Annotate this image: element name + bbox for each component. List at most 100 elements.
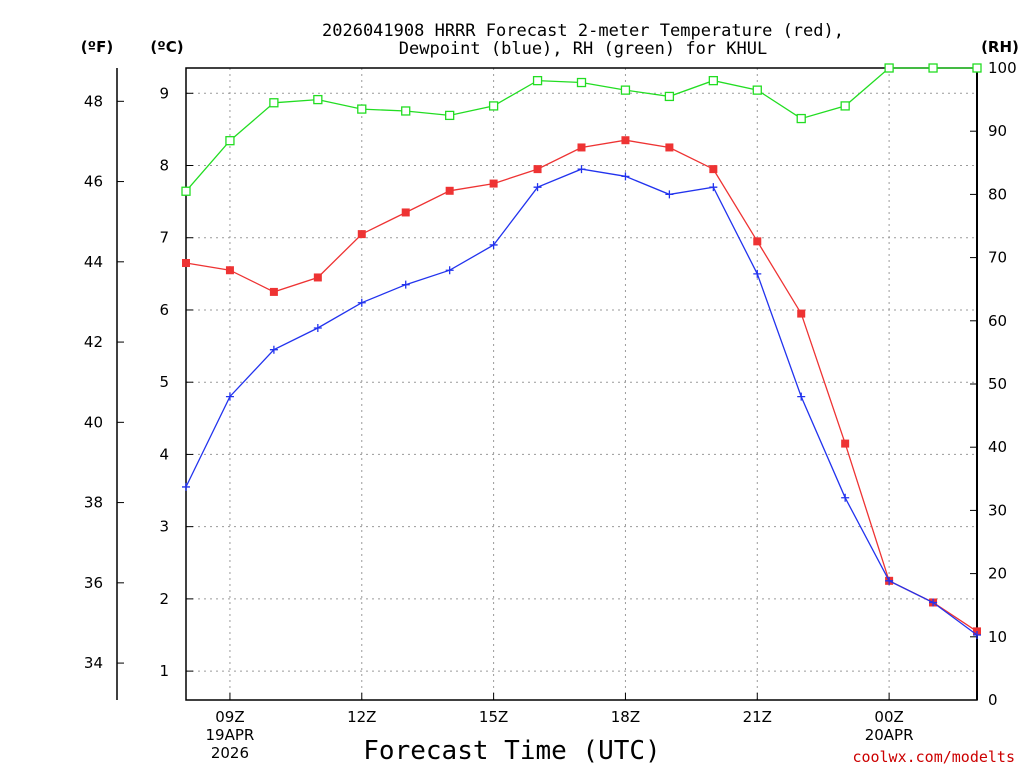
rh-tick-label: 90 — [988, 122, 1007, 140]
temperature-marker — [533, 165, 542, 174]
dewpoint-marker — [885, 576, 894, 585]
x-date-label: 19APR — [206, 726, 255, 744]
dewpoint-marker — [225, 392, 234, 401]
celsius-tick-label: 1 — [159, 662, 169, 680]
rh-marker — [313, 94, 323, 105]
dewpoint-marker — [357, 298, 366, 307]
rh-tick-label: 80 — [988, 185, 1007, 203]
temperature-marker — [357, 230, 366, 239]
credit-text: coolwx.com/modelts — [852, 748, 1015, 766]
fahrenheit-tick-label: 46 — [84, 173, 103, 191]
fahrenheit-tick-label: 44 — [84, 253, 103, 271]
chart-title-line1: 2026041908 HRRR Forecast 2-meter Tempera… — [322, 21, 844, 41]
fahrenheit-tick-label: 38 — [84, 494, 103, 512]
x-date-label: 20APR — [865, 726, 914, 744]
rh-tick-label: 70 — [988, 249, 1007, 267]
dewpoint-marker — [709, 183, 718, 192]
temperature-marker — [489, 179, 498, 188]
celsius-tick-label: 8 — [159, 157, 169, 175]
temperature-marker — [269, 287, 278, 296]
rh-tick-label: 60 — [988, 312, 1007, 330]
celsius-tick-label: 7 — [159, 229, 169, 247]
rh-marker — [972, 63, 982, 73]
rh-marker — [181, 186, 191, 196]
temperature-marker — [182, 259, 190, 268]
celsius-unit-label: (ºC) — [150, 38, 183, 56]
x-year-label: 2026 — [211, 744, 249, 762]
temperature-marker — [225, 266, 234, 275]
x-tick-label: 09Z — [215, 708, 244, 726]
rh-unit-label: (RH) — [981, 38, 1019, 56]
rh-marker — [928, 63, 938, 73]
rh-tick-label: 30 — [988, 501, 1007, 519]
dewpoint-marker — [182, 482, 190, 491]
rh-marker — [445, 110, 455, 121]
dewpoint-marker — [841, 493, 850, 502]
rh-marker — [620, 85, 631, 95]
rh-tick-label: 100 — [988, 59, 1017, 77]
dewpoint-marker — [665, 190, 674, 199]
dewpoint-marker — [621, 172, 630, 181]
dewpoint-marker — [401, 280, 410, 289]
plot-frame — [185, 67, 978, 701]
celsius-tick-label: 6 — [159, 301, 169, 319]
temperature-line — [185, 139, 978, 632]
rh-marker — [796, 113, 806, 124]
rh-tick-label: 40 — [988, 438, 1007, 456]
temperature-marker — [841, 439, 850, 448]
rh-tick-label: 0 — [988, 691, 998, 709]
dewpoint-marker — [269, 345, 278, 354]
celsius-tick-label: 9 — [159, 84, 169, 102]
data-series — [181, 63, 982, 639]
rh-marker — [269, 98, 279, 108]
grid-lines — [186, 68, 977, 700]
fahrenheit-tick-label: 36 — [84, 574, 103, 592]
x-tick-label: 00Z — [874, 708, 903, 726]
dewpoint-marker — [489, 240, 498, 249]
temperature-marker — [753, 237, 762, 246]
dewpoint-marker — [929, 598, 938, 607]
rh-marker — [708, 75, 718, 86]
dewpoint-marker — [753, 269, 762, 278]
x-tick-label: 12Z — [347, 708, 376, 726]
rh-tick-label: 20 — [988, 565, 1007, 583]
fahrenheit-tick-label: 34 — [84, 654, 103, 672]
fahrenheit-unit-label: (ºF) — [81, 38, 113, 56]
x-tick-label: 21Z — [743, 708, 772, 726]
rh-marker — [576, 77, 587, 88]
dewpoint-marker — [533, 183, 542, 192]
rh-marker — [664, 91, 675, 102]
chart-title-line2: Dewpoint (blue), RH (green) for KHUL — [399, 39, 767, 59]
dewpoint-marker — [313, 324, 322, 333]
rh-marker — [357, 104, 367, 114]
x-tick-label: 15Z — [479, 708, 508, 726]
temperature-marker — [665, 143, 674, 152]
temperature-marker — [445, 186, 454, 195]
fahrenheit-tick-label: 48 — [84, 92, 103, 110]
dewpoint-marker — [973, 630, 981, 639]
temperature-marker — [577, 143, 586, 152]
rh-marker — [225, 136, 235, 146]
temperature-marker — [709, 165, 718, 174]
celsius-tick-label: 5 — [159, 373, 169, 391]
rh-tick-label: 50 — [988, 375, 1007, 393]
rh-marker — [884, 63, 894, 73]
dewpoint-marker — [577, 165, 586, 174]
dewpoint-marker — [797, 392, 806, 401]
dewpoint-marker — [445, 266, 454, 275]
fahrenheit-tick-label: 42 — [84, 333, 103, 351]
temperature-marker — [313, 273, 322, 282]
temperature-marker — [401, 208, 410, 217]
temperature-marker — [797, 309, 806, 318]
x-tick-label: 18Z — [611, 708, 640, 726]
temperature-marker — [621, 136, 630, 145]
celsius-tick-label: 3 — [159, 518, 169, 536]
rh-marker — [840, 101, 850, 111]
fahrenheit-tick-label: 40 — [84, 413, 103, 431]
rh-marker — [488, 101, 499, 111]
rh-tick-label: 10 — [988, 628, 1007, 646]
celsius-tick-label: 2 — [159, 590, 169, 608]
celsius-tick-label: 4 — [159, 445, 169, 463]
rh-marker — [532, 75, 543, 86]
